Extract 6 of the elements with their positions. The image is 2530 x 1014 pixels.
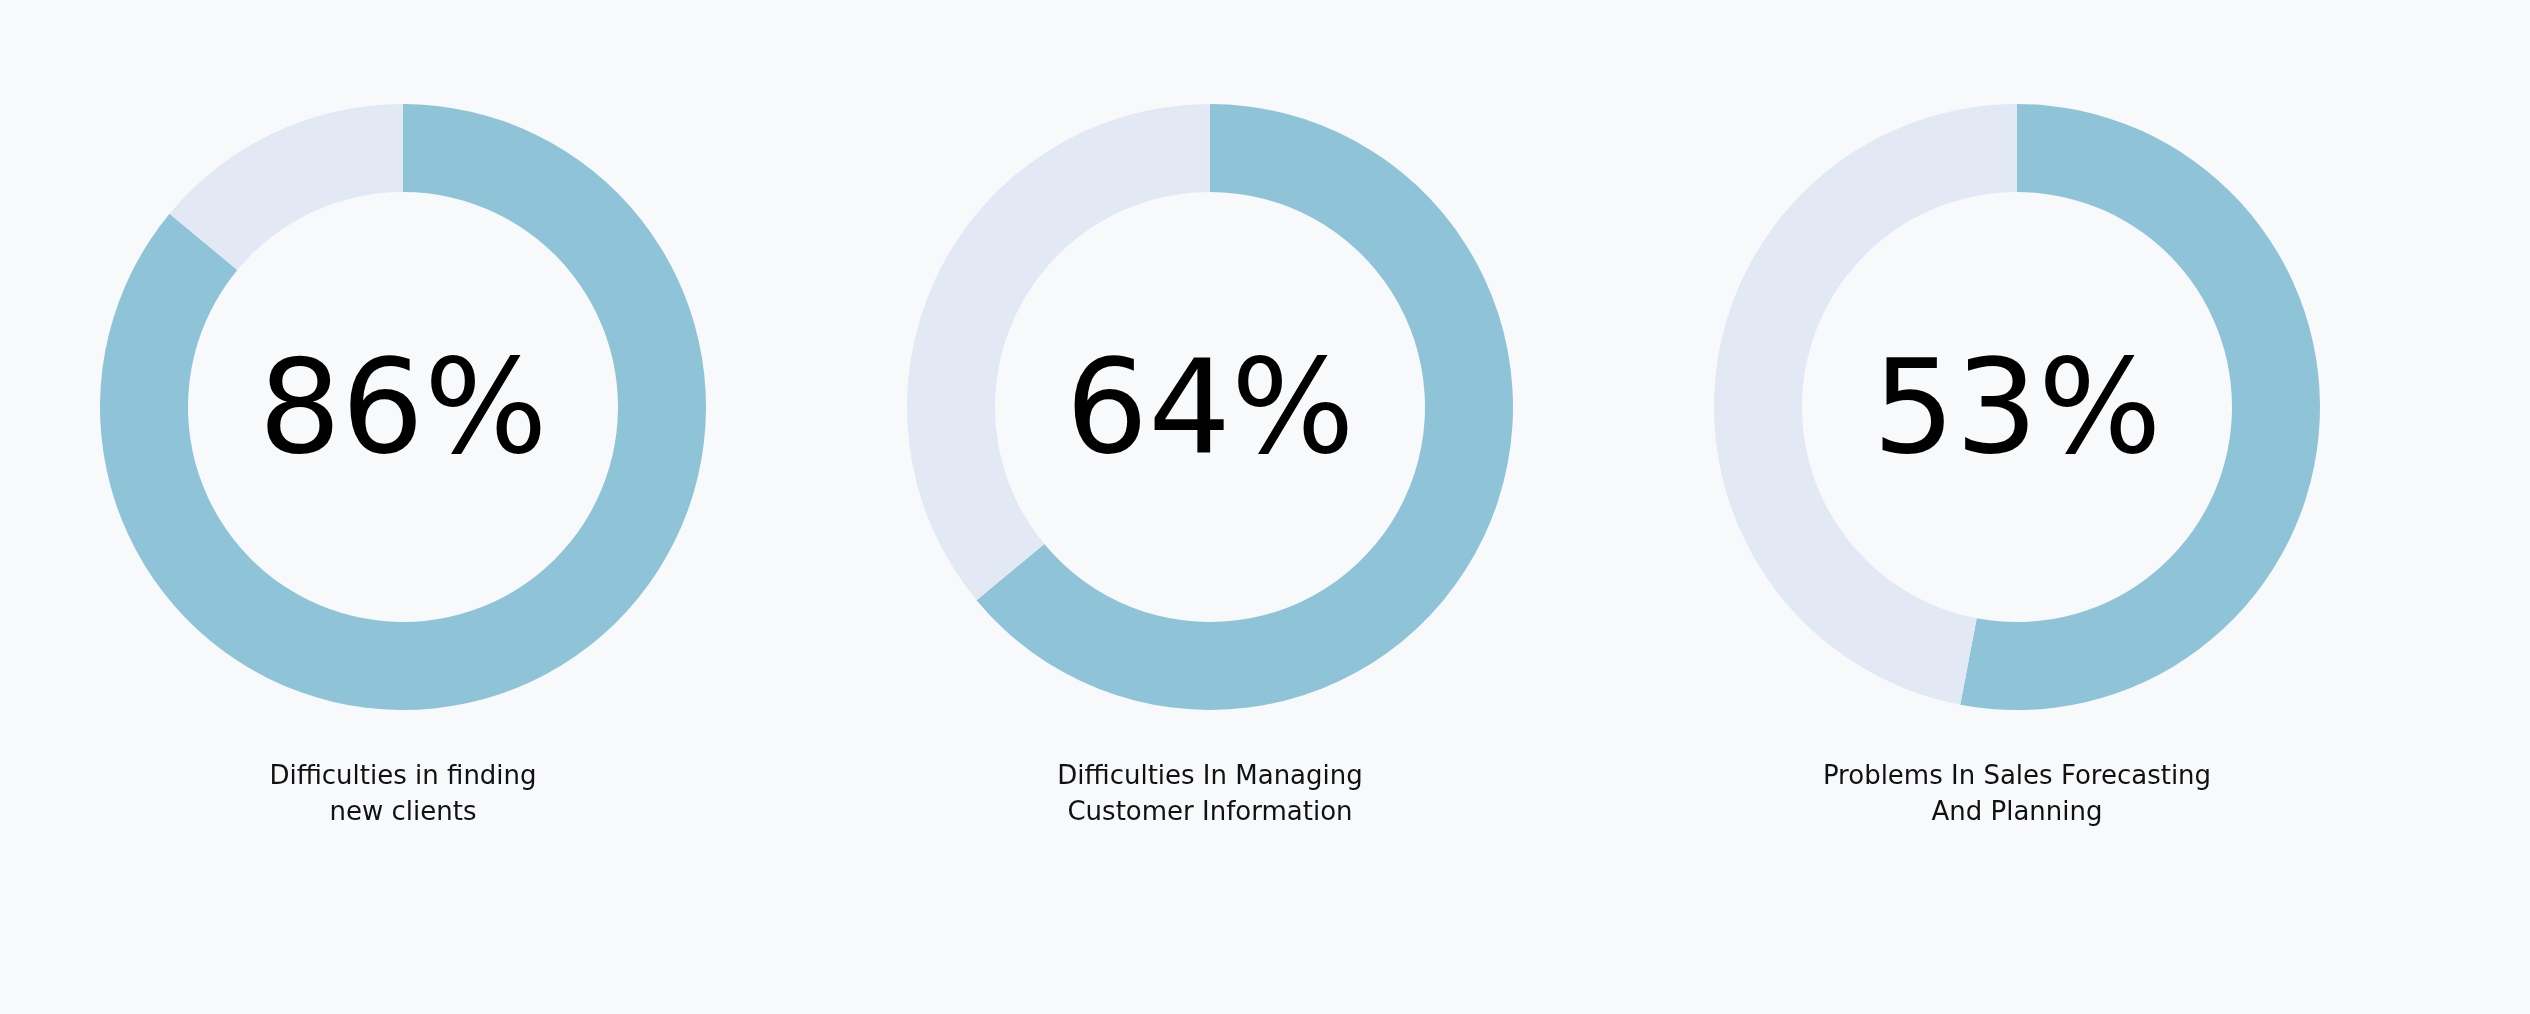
text: Difficulties in finding new clients — [269, 760, 537, 826]
text: 64% — [1065, 331, 1355, 483]
text: 86% — [258, 331, 548, 483]
text: Difficulties In Managing Customer Information — [1057, 760, 1363, 826]
text: Problems In Sales Forecasting And Planning — [1822, 760, 2212, 826]
text: 53% — [1872, 331, 2162, 483]
